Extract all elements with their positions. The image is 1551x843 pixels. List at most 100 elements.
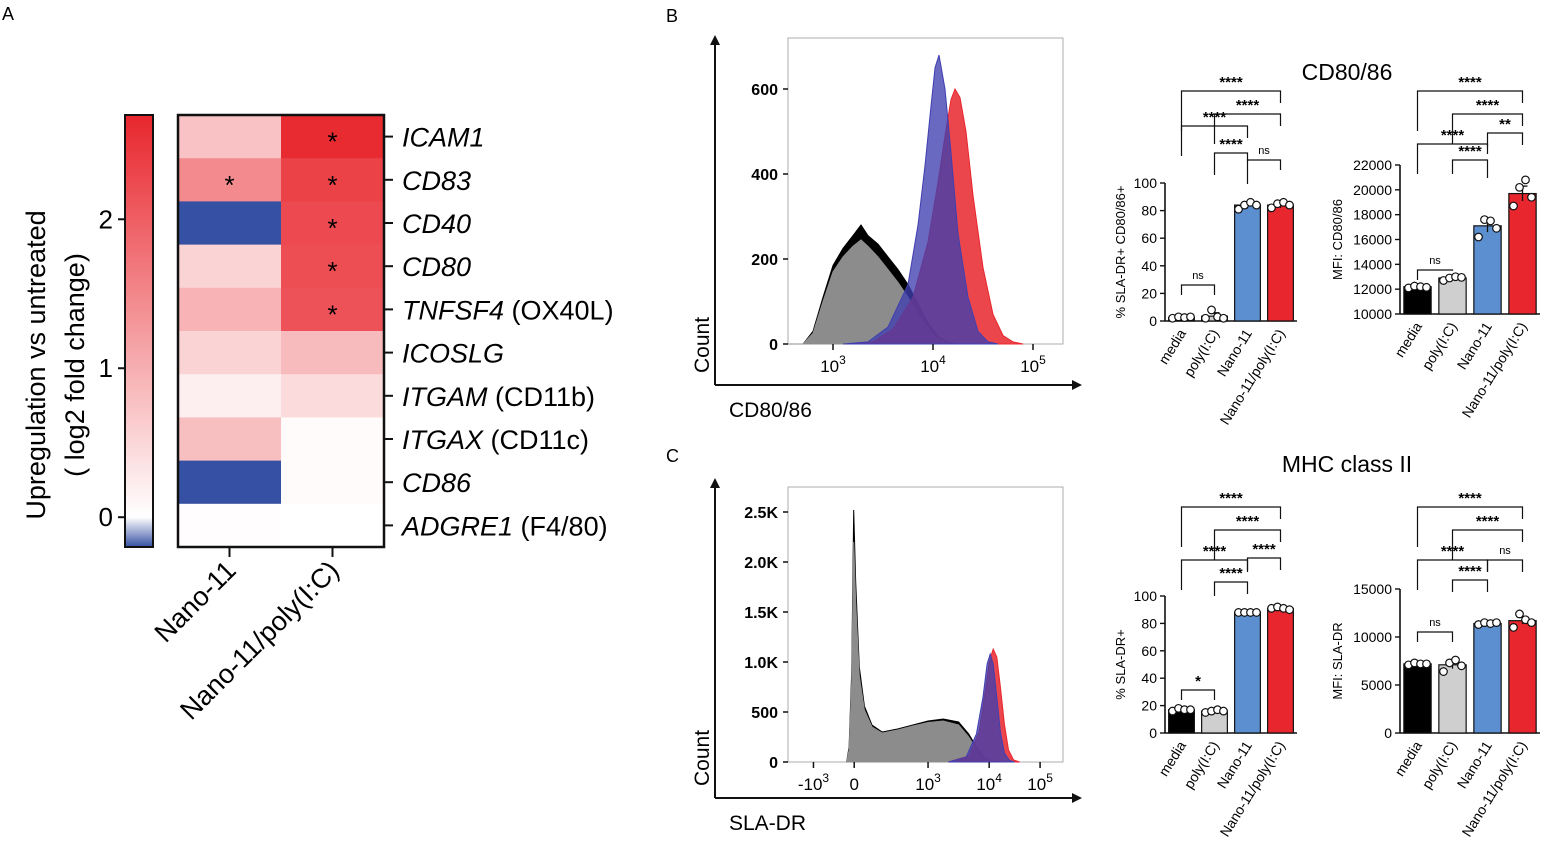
y-tick-label: 5000 (1361, 677, 1392, 693)
x-tick-exponent: 4 (995, 771, 1002, 785)
data-point (1492, 223, 1501, 233)
data-point (1422, 282, 1431, 292)
gene-name: TNFSF4 (402, 295, 504, 325)
x-tick-base: 10 (1020, 357, 1039, 376)
significance-label: **** (1476, 97, 1500, 114)
heatmap-cell (178, 460, 282, 505)
gene-name: CD40 (402, 209, 471, 239)
heatmap-cell (178, 287, 282, 332)
gene-label: CD40 (402, 209, 471, 239)
data-point (1186, 312, 1195, 322)
category-label: media (1155, 738, 1189, 779)
significance-label: **** (1219, 565, 1243, 582)
histogram-nano-11 (842, 54, 999, 345)
y-tick-label: 10000 (1353, 306, 1392, 322)
heatmap-cell (281, 331, 385, 375)
heatmap-cell (178, 158, 282, 202)
y-tick-label: 0 (769, 755, 778, 772)
significance-bracket (1246, 159, 1282, 184)
y-tick-label: 0 (1149, 725, 1157, 741)
gene-name: ICAM1 (402, 123, 485, 153)
data-point (1515, 182, 1524, 192)
y-axis-label: % SLA-DR+ CD80/86+ (1113, 186, 1128, 319)
bar-nano-11-poly-i-c- (1508, 620, 1537, 734)
colorbar-tick-label: 2 (99, 204, 113, 234)
y-tick-label: 20 (1141, 285, 1157, 301)
x-tick-exponent: 3 (934, 771, 941, 785)
heatmap-cell (178, 331, 282, 375)
x-tick-exponent: 5 (1039, 353, 1046, 367)
gene-name: ITGAM (402, 382, 488, 412)
histogram-x-label: SLA-DR (729, 812, 806, 835)
significance-bracket (1213, 529, 1282, 560)
significance-star: * (224, 170, 234, 200)
significance-bracket (1451, 529, 1524, 560)
colorbar-label-line1: Upregulation vs untreated (21, 210, 51, 519)
x-tick-base: 10 (920, 357, 939, 376)
y-axis-label: MFI: SLA-DR (1330, 622, 1345, 699)
y-tick-label: 0 (1384, 725, 1392, 741)
y-tick-label: 400 (751, 167, 778, 184)
y-tick-label: 15000 (1353, 581, 1392, 597)
heatmap-cell (281, 115, 385, 159)
significance-bracket (1213, 152, 1249, 175)
heatmap-cell (178, 244, 282, 289)
y-tick-label: 100 (1134, 588, 1158, 604)
significance-bracket (1451, 159, 1489, 178)
cd80-title: CD80/86 (1302, 59, 1393, 85)
gene-name: ITGAX (402, 425, 484, 455)
y-tick-label: 80 (1141, 615, 1157, 631)
gene-label: TNFSF4 (OX40L) (402, 295, 614, 325)
colorbar-tick-label: 1 (99, 353, 113, 383)
panel-label-c: C (666, 446, 679, 466)
significance-label: **** (1219, 490, 1243, 507)
y-tick-label: 80 (1141, 203, 1157, 219)
cd80-mfi-bar-chart: 10000 12000 14000 16000 18000 20000 22000 MFI: … (1330, 74, 1540, 420)
bar-nano-11 (1234, 611, 1261, 734)
y-tick-label: 16000 (1353, 232, 1392, 248)
x-tick-exponent: 3 (839, 353, 846, 367)
gene-label: CD86 (402, 468, 472, 498)
significance-label: **** (1476, 513, 1500, 530)
gene-label: ADGRE1 (F4/80) (400, 511, 608, 541)
y-tick-label: 2.5K (744, 505, 778, 522)
x-tick-exponent: 5 (1046, 771, 1053, 785)
significance-bracket (1416, 269, 1454, 280)
significance-bracket (1416, 631, 1454, 642)
data-point (1186, 705, 1195, 715)
x-axis-arrow (1072, 380, 1082, 390)
gene-name: ADGRE1 (400, 511, 513, 541)
significance-star: * (327, 256, 337, 286)
significance-label: ns (1499, 545, 1511, 557)
significance-bracket (1451, 113, 1524, 144)
x-tick-base: -10 (798, 775, 823, 794)
gene-alias: (CD11b) (488, 382, 596, 412)
gene-name: CD80 (402, 252, 471, 282)
gene-label: ITGAX (CD11c) (402, 425, 589, 455)
significance-label: ns (1429, 617, 1441, 629)
histogram-x-label: CD80/86 (729, 399, 812, 422)
y-tick-label: 60 (1141, 230, 1157, 246)
bar-media (1403, 663, 1432, 734)
data-point (1439, 667, 1448, 676)
y-tick-label: 10000 (1353, 629, 1392, 645)
bar-nano-11-poly-i-c- (1267, 607, 1294, 734)
x-axis-arrow (1072, 793, 1082, 803)
heatmap-cell (281, 201, 385, 246)
y-tick-label: 600 (751, 82, 778, 99)
gene-alias: (OX40L) (504, 295, 614, 325)
y-tick-label: 200 (751, 252, 778, 269)
histogram-poly-i-c- (845, 541, 1000, 763)
histogram-y-label: Count (691, 730, 714, 786)
gene-label: ICAM1 (402, 123, 485, 153)
gene-name: ICOSLG (402, 339, 504, 369)
data-point (1219, 706, 1228, 716)
gene-alias: (CD11c) (483, 425, 589, 455)
y-axis-label: MFI: CD80/86 (1330, 199, 1345, 280)
y-tick-label: 40 (1141, 258, 1157, 274)
data-point (1509, 201, 1518, 211)
